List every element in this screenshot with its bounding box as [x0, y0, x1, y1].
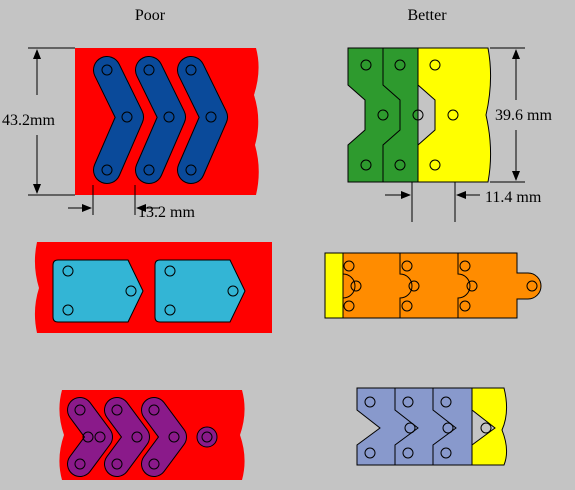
dimension-11: 11.4 mm: [385, 182, 542, 222]
poor-layout-3: [59, 390, 245, 480]
better-heading: Better: [407, 7, 447, 24]
dim-label: 11.4 mm: [485, 189, 542, 206]
poor-layout-1: [75, 48, 259, 195]
dimension-43: 43.2mm: [2, 47, 75, 196]
dimension-39: 39.6 mm: [490, 47, 552, 183]
better-layout-3: [356, 387, 508, 466]
dim-label: 39.6 mm: [495, 107, 552, 124]
dim-label: 13.2 mm: [138, 204, 195, 221]
dim-label: 43.2mm: [2, 112, 55, 129]
better-layout-1: [347, 47, 492, 183]
poor-heading: Poor: [135, 7, 166, 24]
poor-layout-2: [34, 242, 272, 333]
better-layout-2: [324, 252, 542, 319]
dimension-13: 13.2 mm: [68, 185, 195, 221]
